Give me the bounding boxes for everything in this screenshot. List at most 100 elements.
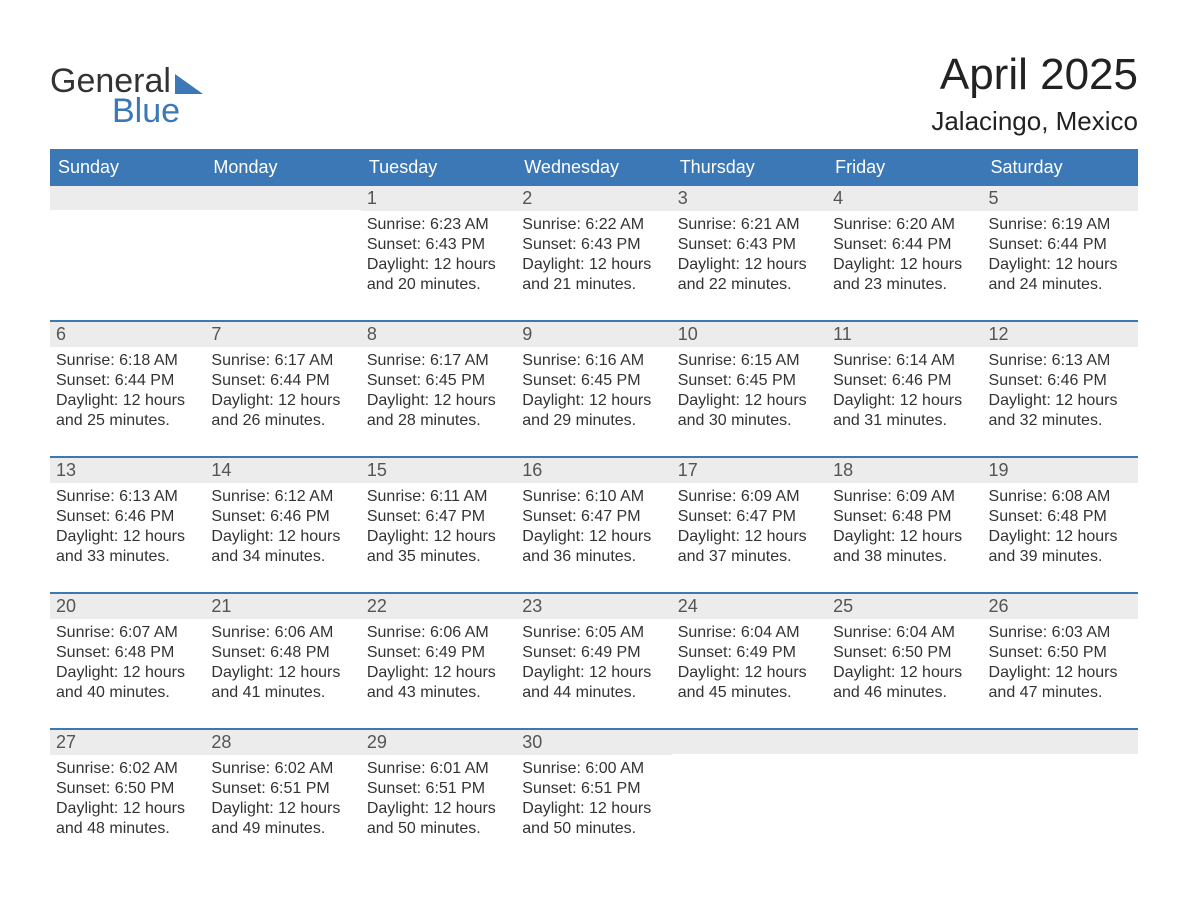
calendar-cell: 16Sunrise: 6:10 AMSunset: 6:47 PMDayligh… xyxy=(516,456,671,592)
day-number: 25 xyxy=(827,592,982,619)
calendar-cell: 11Sunrise: 6:14 AMSunset: 6:46 PMDayligh… xyxy=(827,320,982,456)
day-number: 26 xyxy=(983,592,1138,619)
sunrise-text: Sunrise: 6:07 AM xyxy=(56,623,199,643)
day-details: Sunrise: 6:00 AMSunset: 6:51 PMDaylight:… xyxy=(516,755,671,845)
daylight-text: Daylight: 12 hours and 20 minutes. xyxy=(367,255,510,295)
day-number: 1 xyxy=(361,184,516,211)
daylight-text: Daylight: 12 hours and 31 minutes. xyxy=(833,391,976,431)
sunrise-text: Sunrise: 6:02 AM xyxy=(56,759,199,779)
day-number: 29 xyxy=(361,728,516,755)
sunrise-text: Sunrise: 6:17 AM xyxy=(211,351,354,371)
day-details: Sunrise: 6:11 AMSunset: 6:47 PMDaylight:… xyxy=(361,483,516,573)
sunset-text: Sunset: 6:46 PM xyxy=(56,507,199,527)
sunset-text: Sunset: 6:49 PM xyxy=(367,643,510,663)
calendar-cell: 13Sunrise: 6:13 AMSunset: 6:46 PMDayligh… xyxy=(50,456,205,592)
daylight-text: Daylight: 12 hours and 44 minutes. xyxy=(522,663,665,703)
sunrise-text: Sunrise: 6:11 AM xyxy=(367,487,510,507)
month-title: April 2025 xyxy=(931,50,1138,100)
daylight-text: Daylight: 12 hours and 38 minutes. xyxy=(833,527,976,567)
day-number-empty xyxy=(983,728,1138,754)
daylight-text: Daylight: 12 hours and 50 minutes. xyxy=(522,799,665,839)
sunset-text: Sunset: 6:48 PM xyxy=(56,643,199,663)
sunrise-text: Sunrise: 6:13 AM xyxy=(989,351,1132,371)
day-details: Sunrise: 6:16 AMSunset: 6:45 PMDaylight:… xyxy=(516,347,671,437)
day-details: Sunrise: 6:21 AMSunset: 6:43 PMDaylight:… xyxy=(672,211,827,301)
sunrise-text: Sunrise: 6:14 AM xyxy=(833,351,976,371)
day-details: Sunrise: 6:19 AMSunset: 6:44 PMDaylight:… xyxy=(983,211,1138,301)
sunrise-text: Sunrise: 6:17 AM xyxy=(367,351,510,371)
day-details: Sunrise: 6:02 AMSunset: 6:50 PMDaylight:… xyxy=(50,755,205,845)
calendar-week-row: 27Sunrise: 6:02 AMSunset: 6:50 PMDayligh… xyxy=(50,728,1138,864)
day-number: 19 xyxy=(983,456,1138,483)
daylight-text: Daylight: 12 hours and 32 minutes. xyxy=(989,391,1132,431)
daylight-text: Daylight: 12 hours and 50 minutes. xyxy=(367,799,510,839)
daylight-text: Daylight: 12 hours and 49 minutes. xyxy=(211,799,354,839)
calendar-table: SundayMondayTuesdayWednesdayThursdayFrid… xyxy=(50,149,1138,864)
calendar-cell: 2Sunrise: 6:22 AMSunset: 6:43 PMDaylight… xyxy=(516,184,671,320)
calendar-cell: 27Sunrise: 6:02 AMSunset: 6:50 PMDayligh… xyxy=(50,728,205,864)
day-number: 28 xyxy=(205,728,360,755)
day-number: 4 xyxy=(827,184,982,211)
day-details: Sunrise: 6:09 AMSunset: 6:47 PMDaylight:… xyxy=(672,483,827,573)
calendar-week-row: 1Sunrise: 6:23 AMSunset: 6:43 PMDaylight… xyxy=(50,184,1138,320)
sunset-text: Sunset: 6:43 PM xyxy=(678,235,821,255)
sunset-text: Sunset: 6:47 PM xyxy=(522,507,665,527)
calendar-cell xyxy=(827,728,982,864)
title-block: April 2025 Jalacingo, Mexico xyxy=(931,50,1138,137)
calendar-cell: 12Sunrise: 6:13 AMSunset: 6:46 PMDayligh… xyxy=(983,320,1138,456)
sunset-text: Sunset: 6:51 PM xyxy=(522,779,665,799)
sunset-text: Sunset: 6:45 PM xyxy=(522,371,665,391)
calendar-cell: 8Sunrise: 6:17 AMSunset: 6:45 PMDaylight… xyxy=(361,320,516,456)
sunset-text: Sunset: 6:48 PM xyxy=(989,507,1132,527)
sunset-text: Sunset: 6:45 PM xyxy=(678,371,821,391)
sunset-text: Sunset: 6:48 PM xyxy=(833,507,976,527)
sunset-text: Sunset: 6:49 PM xyxy=(678,643,821,663)
day-details: Sunrise: 6:17 AMSunset: 6:44 PMDaylight:… xyxy=(205,347,360,437)
day-number: 6 xyxy=(50,320,205,347)
sunrise-text: Sunrise: 6:21 AM xyxy=(678,215,821,235)
daylight-text: Daylight: 12 hours and 30 minutes. xyxy=(678,391,821,431)
day-number: 9 xyxy=(516,320,671,347)
day-details: Sunrise: 6:17 AMSunset: 6:45 PMDaylight:… xyxy=(361,347,516,437)
flag-icon xyxy=(175,74,203,94)
calendar-cell xyxy=(983,728,1138,864)
calendar-cell: 23Sunrise: 6:05 AMSunset: 6:49 PMDayligh… xyxy=(516,592,671,728)
calendar-cell: 7Sunrise: 6:17 AMSunset: 6:44 PMDaylight… xyxy=(205,320,360,456)
sunset-text: Sunset: 6:44 PM xyxy=(56,371,199,391)
day-details: Sunrise: 6:06 AMSunset: 6:48 PMDaylight:… xyxy=(205,619,360,709)
daylight-text: Daylight: 12 hours and 35 minutes. xyxy=(367,527,510,567)
day-number-empty xyxy=(50,184,205,210)
calendar-week-row: 20Sunrise: 6:07 AMSunset: 6:48 PMDayligh… xyxy=(50,592,1138,728)
day-number: 17 xyxy=(672,456,827,483)
sunrise-text: Sunrise: 6:12 AM xyxy=(211,487,354,507)
sunset-text: Sunset: 6:44 PM xyxy=(211,371,354,391)
sunrise-text: Sunrise: 6:01 AM xyxy=(367,759,510,779)
sunset-text: Sunset: 6:46 PM xyxy=(833,371,976,391)
calendar-cell: 20Sunrise: 6:07 AMSunset: 6:48 PMDayligh… xyxy=(50,592,205,728)
calendar-cell: 24Sunrise: 6:04 AMSunset: 6:49 PMDayligh… xyxy=(672,592,827,728)
sunrise-text: Sunrise: 6:04 AM xyxy=(833,623,976,643)
calendar-cell: 30Sunrise: 6:00 AMSunset: 6:51 PMDayligh… xyxy=(516,728,671,864)
daylight-text: Daylight: 12 hours and 41 minutes. xyxy=(211,663,354,703)
sunrise-text: Sunrise: 6:09 AM xyxy=(678,487,821,507)
calendar-cell xyxy=(50,184,205,320)
calendar-cell: 26Sunrise: 6:03 AMSunset: 6:50 PMDayligh… xyxy=(983,592,1138,728)
calendar-cell: 6Sunrise: 6:18 AMSunset: 6:44 PMDaylight… xyxy=(50,320,205,456)
daylight-text: Daylight: 12 hours and 34 minutes. xyxy=(211,527,354,567)
day-number: 8 xyxy=(361,320,516,347)
daylight-text: Daylight: 12 hours and 46 minutes. xyxy=(833,663,976,703)
calendar-cell xyxy=(205,184,360,320)
sunrise-text: Sunrise: 6:16 AM xyxy=(522,351,665,371)
sunset-text: Sunset: 6:47 PM xyxy=(678,507,821,527)
day-number: 27 xyxy=(50,728,205,755)
calendar-cell: 15Sunrise: 6:11 AMSunset: 6:47 PMDayligh… xyxy=(361,456,516,592)
sunset-text: Sunset: 6:51 PM xyxy=(367,779,510,799)
sunset-text: Sunset: 6:48 PM xyxy=(211,643,354,663)
daylight-text: Daylight: 12 hours and 37 minutes. xyxy=(678,527,821,567)
sunrise-text: Sunrise: 6:19 AM xyxy=(989,215,1132,235)
calendar-cell: 3Sunrise: 6:21 AMSunset: 6:43 PMDaylight… xyxy=(672,184,827,320)
calendar-week-row: 6Sunrise: 6:18 AMSunset: 6:44 PMDaylight… xyxy=(50,320,1138,456)
calendar-cell: 1Sunrise: 6:23 AMSunset: 6:43 PMDaylight… xyxy=(361,184,516,320)
daylight-text: Daylight: 12 hours and 45 minutes. xyxy=(678,663,821,703)
day-details: Sunrise: 6:12 AMSunset: 6:46 PMDaylight:… xyxy=(205,483,360,573)
